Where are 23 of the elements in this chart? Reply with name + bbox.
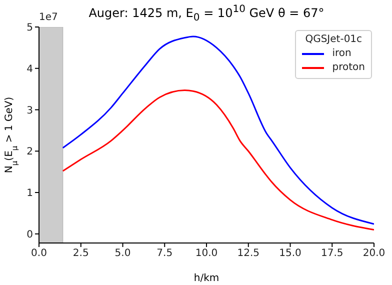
x-axis-title: h/km — [194, 273, 220, 284]
chart-title: Auger: 1425 m, E$_{0}$ = 10$^{10}$ GeV θ = 67° — [88, 4, 324, 24]
x-tick-label: 10.0 — [195, 248, 218, 260]
line-series — [62, 90, 374, 231]
line-series — [62, 36, 374, 225]
y-tick-label: 1 — [26, 188, 33, 200]
y-tick-label: 2 — [26, 146, 33, 158]
legend-label: iron — [332, 47, 352, 61]
x-tick-label: 17.5 — [320, 248, 344, 260]
legend-label: proton — [332, 61, 365, 75]
x-tick-label: 5.0 — [114, 248, 131, 260]
x-tick-label: 15.0 — [279, 248, 302, 260]
x-tick-label: 2.5 — [72, 248, 89, 260]
x-tick-label: 7.5 — [156, 248, 173, 260]
y-tick-label: 4 — [26, 64, 33, 75]
y-tick-label: 0 — [26, 229, 33, 240]
y-tick-label: 3 — [26, 105, 33, 116]
y-tick-label: 5 — [26, 22, 33, 34]
x-tick-label: 0.0 — [31, 248, 47, 260]
text: 1e7 — [39, 12, 58, 23]
legend-title: QGSJet-01c — [304, 34, 364, 45]
x-tick-label: 20.0 — [362, 248, 386, 260]
x-tick-label: 12.5 — [237, 248, 260, 260]
